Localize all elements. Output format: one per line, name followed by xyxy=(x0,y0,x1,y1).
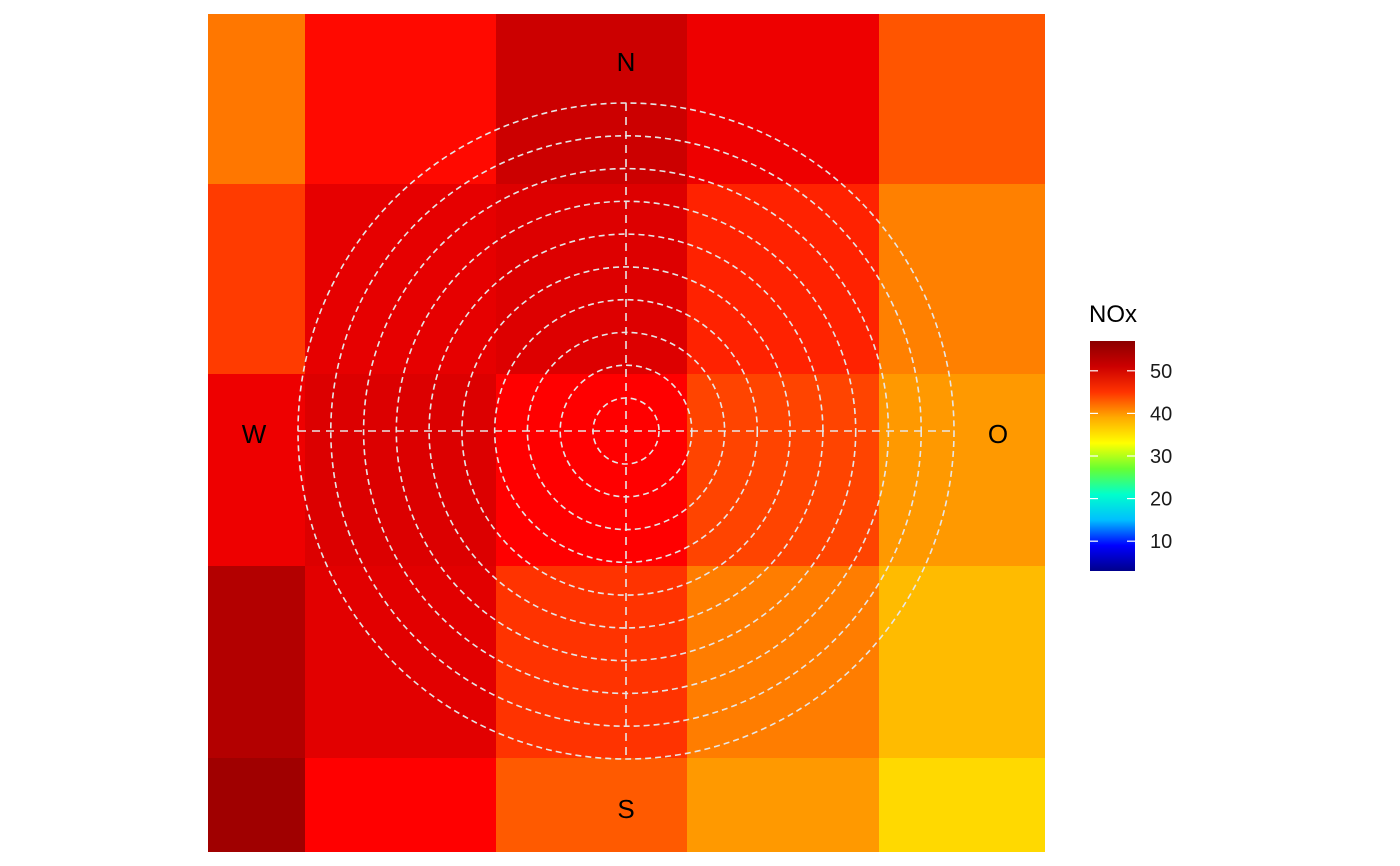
legend-title: NOx xyxy=(1089,301,1137,328)
compass-east-label: O xyxy=(988,419,1008,449)
legend-tick-label-20: 20 xyxy=(1150,489,1172,511)
heatmap-cell-r1-c3 xyxy=(496,14,687,184)
legend-ticks: 10 20 30 40 50 xyxy=(1090,361,1172,553)
heatmap-cell-r5-c3 xyxy=(496,758,687,852)
heatmap-cell-r5-c2 xyxy=(305,758,496,852)
heatmap-cell-r4-c5 xyxy=(879,566,1045,758)
heatmap-cell-r4-c2 xyxy=(305,566,496,758)
compass-south-label: S xyxy=(617,794,634,824)
heatmap-cell-r1-c2 xyxy=(305,14,496,184)
heatmap-cell-r2-c4 xyxy=(687,184,879,374)
heatmap-cell-r3-c3 xyxy=(496,374,687,566)
legend-tick-label-30: 30 xyxy=(1150,446,1172,468)
heatmap-cell-r1-c4 xyxy=(687,14,879,184)
heatmap-cell-r1-c5 xyxy=(879,14,1045,184)
heatmap-cell-r3-c5 xyxy=(879,374,1045,566)
legend: NOx 10 20 30 40 50 xyxy=(1089,301,1172,571)
legend-tick-label-10: 10 xyxy=(1150,531,1172,553)
heatmap-cell-r4-c1 xyxy=(208,566,305,758)
heatmap-cell-r3-c1 xyxy=(208,374,305,566)
heatmap-cell-r2-c1 xyxy=(208,184,305,374)
compass-labels: N S W O xyxy=(242,47,1008,824)
heatmap-cell-r5-c5 xyxy=(879,758,1045,852)
heatmap-cell-r1-c1 xyxy=(208,14,305,184)
legend-tick-label-40: 40 xyxy=(1150,403,1172,425)
heatmap-cell-r4-c3 xyxy=(496,566,687,758)
heatmap-cell-r2-c5 xyxy=(879,184,1045,374)
compass-north-label: N xyxy=(617,47,636,77)
heatmap-cell-r2-c3 xyxy=(496,184,687,374)
heatmap-cell-r5-c1 xyxy=(208,758,305,852)
heatmap-cell-r2-c2 xyxy=(305,184,496,374)
heatmap-cells xyxy=(208,14,1045,852)
compass-west-label: W xyxy=(242,419,267,449)
polar-spokes xyxy=(298,103,954,759)
legend-tick-label-50: 50 xyxy=(1150,361,1172,383)
heatmap-cell-r4-c4 xyxy=(687,566,879,758)
heatmap-cell-r5-c4 xyxy=(687,758,879,852)
heatmap-cell-r3-c4 xyxy=(687,374,879,566)
